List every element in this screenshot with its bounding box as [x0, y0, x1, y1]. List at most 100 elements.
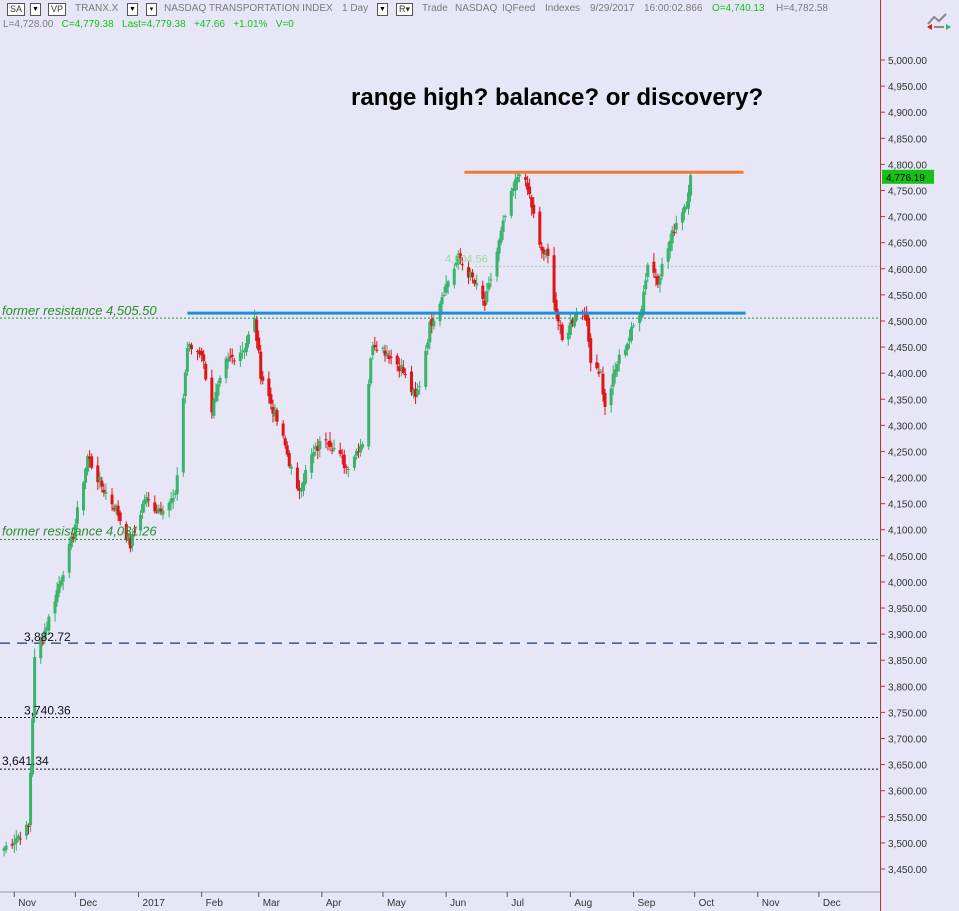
x-tick-label: Dec: [79, 898, 97, 909]
candle-up: [371, 346, 375, 356]
candle-down: [387, 355, 391, 360]
candle-up: [73, 524, 77, 540]
candle-up: [141, 503, 145, 513]
candle-up: [658, 277, 662, 285]
candle-up: [684, 206, 688, 209]
y-tick-label: 3,450.00: [888, 865, 927, 876]
candle-down: [554, 299, 558, 313]
candle-down: [228, 356, 232, 358]
candle-down: [100, 480, 104, 487]
candles: [2, 170, 693, 857]
candle-down: [189, 344, 193, 350]
candle-up: [487, 282, 491, 290]
chart-logo-icon[interactable]: [926, 10, 952, 30]
candle-up: [187, 343, 191, 347]
interval-dropdown-icon[interactable]: ▼: [377, 3, 388, 16]
high-value: H=4,782.58: [776, 3, 828, 14]
candle-down: [656, 276, 660, 285]
candle-up: [346, 468, 350, 470]
candle-down: [10, 843, 14, 846]
candle-down: [342, 454, 346, 469]
candle-up: [599, 371, 603, 373]
candle-up: [98, 477, 102, 481]
candle-down: [271, 407, 275, 414]
candle-down: [395, 355, 399, 365]
candle-up: [572, 319, 576, 327]
candle-up: [644, 280, 648, 290]
candle-down: [257, 337, 261, 351]
session-button[interactable]: R▾: [396, 3, 414, 16]
x-tick-label: Oct: [699, 898, 715, 909]
indicator-dropdown-icon[interactable]: ▾: [146, 3, 157, 16]
candle-down: [597, 371, 601, 374]
ohlc-readout: L=4,728.00 C=4,779.38 Last=4,779.38 +47.…: [3, 19, 294, 30]
candle-down: [532, 204, 536, 214]
symbol-mode-dropdown-icon[interactable]: ▼: [30, 3, 41, 16]
candle-up: [509, 190, 513, 216]
candle-down: [297, 487, 301, 491]
candle-up: [424, 350, 428, 387]
candle-down: [269, 394, 273, 404]
candle-down: [196, 351, 200, 353]
y-tick-label: 5,000.00: [888, 56, 927, 67]
candle-up: [53, 601, 57, 614]
candle-down: [261, 376, 265, 381]
candle-down: [538, 211, 542, 245]
candle-down: [202, 354, 206, 361]
y-tick-label: 4,550.00: [888, 291, 927, 302]
candle-up: [629, 326, 633, 341]
y-tick-label: 3,750.00: [888, 708, 927, 719]
candle-down: [603, 393, 607, 407]
candle-up: [613, 369, 617, 377]
symbol-description: NASDAQ TRANSPORTATION INDEX: [164, 3, 333, 14]
date-label: 9/29/2017: [590, 3, 635, 14]
candle-down: [338, 449, 342, 454]
candle-up: [86, 456, 90, 472]
candle-up: [666, 248, 670, 262]
y-tick-label: 3,850.00: [888, 656, 927, 667]
trade-label[interactable]: Trade: [422, 3, 448, 14]
y-tick-label: 3,800.00: [888, 682, 927, 693]
candle-up: [418, 386, 422, 388]
candle-up: [682, 206, 686, 213]
candle-up: [503, 216, 507, 218]
candle-down: [287, 453, 291, 467]
symbol-mode-button[interactable]: SA: [7, 3, 26, 16]
x-tick-label: Feb: [206, 898, 224, 909]
candle-down: [556, 313, 560, 322]
candle-up: [304, 469, 308, 484]
candle-up: [244, 343, 248, 352]
candle-up: [489, 279, 493, 281]
candle-up: [218, 377, 222, 384]
symbol-label[interactable]: TRANX.X: [75, 3, 119, 14]
interval-label[interactable]: 1 Day: [342, 3, 369, 14]
candle-down: [200, 350, 204, 356]
x-axis-band: [0, 892, 880, 911]
candle-up: [69, 536, 73, 548]
candle-up: [440, 297, 444, 305]
candle-up: [670, 230, 674, 244]
x-tick-label: Nov: [762, 898, 780, 909]
candle-up: [214, 392, 218, 402]
candle-up: [12, 842, 16, 845]
price-axis-divider: [880, 0, 881, 911]
candle-up: [412, 389, 416, 395]
candle-up: [369, 358, 373, 384]
candle-up: [432, 320, 436, 327]
candle-down: [96, 465, 100, 483]
candle-down: [281, 423, 285, 436]
y-tick-label: 3,500.00: [888, 839, 927, 850]
candle-down: [128, 538, 132, 549]
candle-up: [104, 492, 108, 494]
percent-change-value: +1.01%: [233, 19, 268, 30]
candle-down: [267, 378, 271, 397]
symbol-dropdown-icon[interactable]: ▼: [127, 3, 138, 16]
candle-up: [444, 284, 448, 293]
candle-up: [289, 466, 293, 469]
y-tick-label: 3,700.00: [888, 735, 927, 746]
chart-annotation-title: range high? balance? or discovery?: [351, 84, 763, 111]
exchange-label: NASDAQ: [455, 3, 498, 14]
view-mode-button[interactable]: VP: [48, 3, 67, 16]
